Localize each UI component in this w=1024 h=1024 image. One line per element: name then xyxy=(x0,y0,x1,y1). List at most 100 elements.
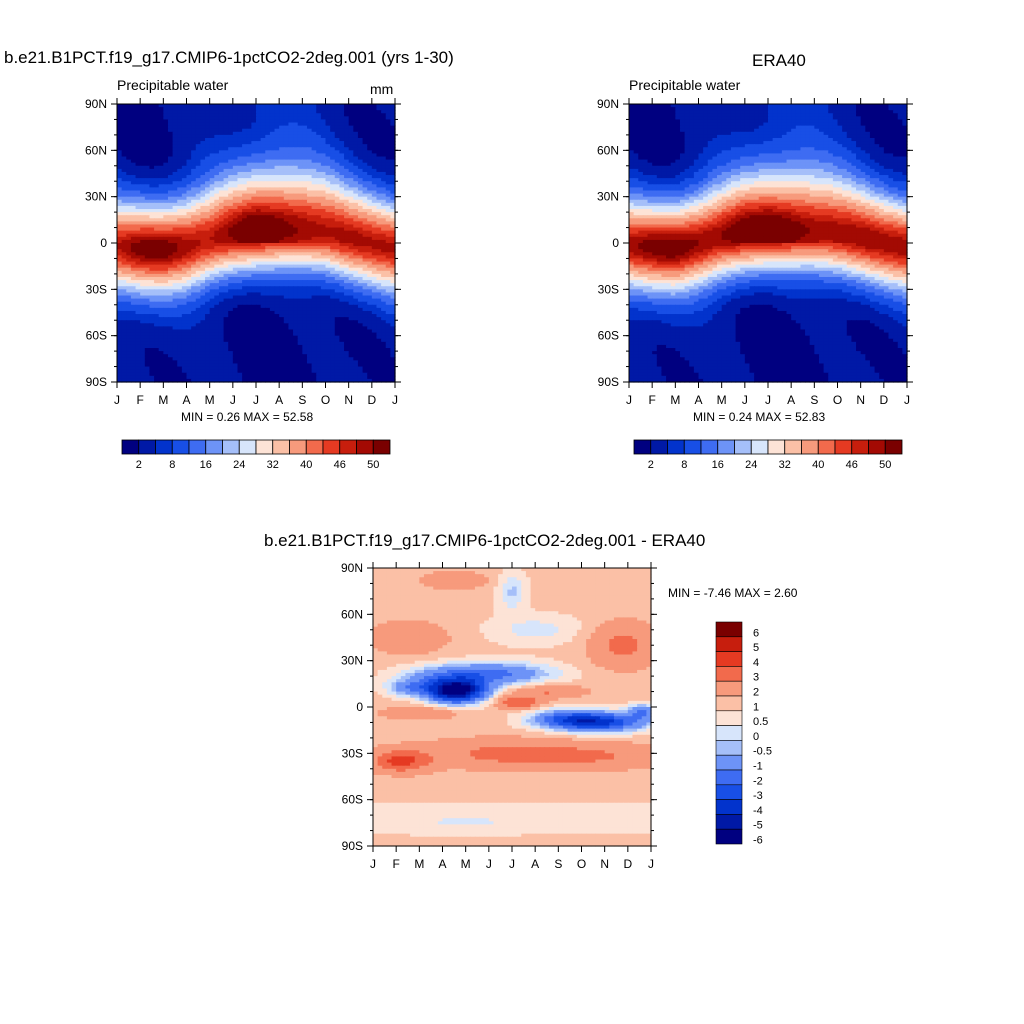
model-heatmap-cell xyxy=(205,153,211,158)
model-heatmap-cell xyxy=(181,357,188,361)
model-heatmap-cell xyxy=(325,104,331,108)
model-heatmap-cell xyxy=(140,323,146,327)
model-heatmap-cell xyxy=(200,338,206,343)
model-heatmap-cell xyxy=(269,122,276,127)
model-heatmap-cell xyxy=(200,329,206,334)
model-heatmap-cell xyxy=(353,134,359,139)
model-heatmap-cell xyxy=(288,227,294,232)
model-heatmap-cell xyxy=(154,258,160,263)
model-heatmap-cell xyxy=(130,168,137,173)
model-heatmap-cell xyxy=(353,156,359,161)
model-heatmap-cell xyxy=(121,202,127,207)
model-heatmap-cell xyxy=(154,252,160,256)
model-heatmap-cell xyxy=(130,276,137,281)
model-heatmap-cell xyxy=(223,283,229,287)
model-heatmap-cell xyxy=(385,323,391,327)
model-heatmap-cell xyxy=(353,332,359,337)
model-heatmap-cell xyxy=(320,236,327,241)
model-heatmap-cell xyxy=(353,301,359,306)
model-heatmap-cell xyxy=(154,190,160,195)
model-heatmap-cell xyxy=(186,230,192,235)
model-heatmap-cell xyxy=(200,113,206,117)
model-heatmap-cell xyxy=(172,144,178,148)
model-heatmap-cell xyxy=(283,246,290,250)
model-heatmap-cell xyxy=(256,323,262,327)
model-heatmap-cell xyxy=(256,165,262,170)
model-heatmap-cell xyxy=(209,286,215,290)
model-heatmap-cell xyxy=(218,258,225,263)
model-heatmap-cell xyxy=(269,215,276,219)
model-heatmap-cell xyxy=(251,267,257,272)
model-heatmap-cell xyxy=(256,332,262,337)
model-heatmap-cell xyxy=(344,252,350,256)
model-heatmap-cell xyxy=(205,221,211,226)
model-heatmap-cell xyxy=(140,236,146,241)
model-heatmap-cell xyxy=(269,147,276,151)
model-heatmap-cell xyxy=(362,298,368,303)
model-heatmap-cell xyxy=(316,357,322,361)
model-heatmap-cell xyxy=(158,171,164,176)
model-heatmap-cell xyxy=(344,199,350,204)
model-heatmap-cell xyxy=(381,230,387,235)
model-heatmap-cell xyxy=(265,255,271,260)
model-heatmap-cell xyxy=(376,289,382,294)
model-heatmap-cell xyxy=(191,178,197,182)
model-heatmap-cell xyxy=(269,218,276,222)
model-heatmap-cell xyxy=(390,159,396,164)
model-heatmap-cell xyxy=(320,125,327,130)
model-heatmap-cell xyxy=(135,310,141,315)
model-heatmap-cell xyxy=(167,320,174,324)
model-heatmap-cell xyxy=(306,236,313,241)
model-heatmap-cell xyxy=(163,202,169,207)
model-heatmap-cell xyxy=(293,119,299,124)
model-heatmap-cell xyxy=(154,128,160,133)
model-heatmap-cell xyxy=(325,116,331,121)
model-heatmap-cell xyxy=(256,205,262,210)
model-heatmap-cell xyxy=(362,295,368,300)
model-heatmap-cell xyxy=(288,332,294,337)
model-heatmap-cell xyxy=(385,184,391,188)
model-heatmap-cell xyxy=(256,239,262,244)
model-heatmap-cell xyxy=(348,178,354,182)
model-heatmap-cell xyxy=(306,351,313,355)
model-heatmap-cell xyxy=(172,351,178,355)
model-heatmap-cell xyxy=(362,258,368,263)
model-heatmap-cell xyxy=(214,255,220,260)
model-heatmap-cell xyxy=(228,137,234,142)
model-heatmap-cell xyxy=(293,150,299,155)
model-heatmap-cell xyxy=(376,280,382,284)
model-heatmap-cell xyxy=(297,258,303,263)
model-heatmap-cell xyxy=(246,171,252,176)
model-heatmap-cell xyxy=(172,193,178,198)
model-heatmap-cell xyxy=(237,261,243,266)
model-heatmap-cell xyxy=(325,134,331,139)
model-heatmap-cell xyxy=(376,134,382,139)
model-heatmap-cell xyxy=(256,236,262,241)
model-heatmap-cell xyxy=(367,171,373,176)
model-heatmap-cell xyxy=(302,141,308,145)
model-heatmap-cell xyxy=(251,283,257,287)
model-heatmap-cell xyxy=(232,301,239,306)
model-heatmap-cell xyxy=(311,125,317,130)
model-heatmap-cell xyxy=(232,280,239,284)
model-heatmap-cell xyxy=(218,295,225,300)
model-heatmap-cell xyxy=(218,193,225,198)
model-heatmap-cell xyxy=(320,159,327,164)
model-heatmap-cell xyxy=(339,354,345,358)
model-heatmap-cell xyxy=(260,144,266,148)
model-heatmap-cell xyxy=(306,144,313,148)
model-heatmap-cell xyxy=(130,116,137,121)
model-heatmap-cell xyxy=(223,187,229,192)
model-heatmap-cell xyxy=(149,273,155,278)
model-heatmap-cell xyxy=(186,243,192,247)
model-heatmap-cell xyxy=(311,221,317,226)
model-heatmap-cell xyxy=(209,107,215,111)
model-heatmap-cell xyxy=(353,236,359,241)
model-heatmap-cell xyxy=(269,338,276,343)
model-heatmap-cell xyxy=(186,332,192,337)
model-heatmap-cell xyxy=(381,310,387,315)
model-heatmap-cell xyxy=(293,307,299,312)
model-heatmap-cell xyxy=(348,104,354,108)
model-heatmap-cell xyxy=(177,224,183,229)
model-heatmap-cell xyxy=(381,236,387,241)
